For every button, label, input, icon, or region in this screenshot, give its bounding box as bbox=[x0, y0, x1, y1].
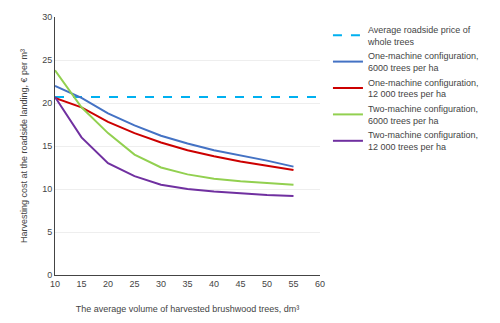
svg-text:20: 20 bbox=[42, 98, 52, 108]
svg-text:10: 10 bbox=[42, 184, 52, 194]
svg-text:Two-machine configuration,6000: Two-machine configuration,6000 trees per… bbox=[368, 104, 478, 126]
svg-text:45: 45 bbox=[235, 279, 245, 289]
svg-text:15: 15 bbox=[42, 141, 52, 151]
svg-text:20: 20 bbox=[103, 279, 113, 289]
svg-text:One-machine configuration,6000: One-machine configuration,6000 trees per… bbox=[368, 51, 479, 73]
svg-text:55: 55 bbox=[288, 279, 298, 289]
svg-text:One-machine configuration,12 0: One-machine configuration,12 000 trees p… bbox=[368, 78, 479, 100]
svg-text:5: 5 bbox=[47, 227, 52, 237]
svg-text:50: 50 bbox=[262, 279, 272, 289]
svg-text:0: 0 bbox=[47, 270, 52, 280]
svg-text:30: 30 bbox=[42, 12, 52, 22]
svg-text:60: 60 bbox=[315, 279, 325, 289]
svg-text:Harvesting cost at the roadsid: Harvesting cost at the roadside landing,… bbox=[19, 49, 29, 243]
svg-text:35: 35 bbox=[182, 279, 192, 289]
svg-text:Average roadside price ofwhole: Average roadside price ofwhole trees bbox=[367, 25, 471, 47]
svg-text:Two-machine configuration,12 0: Two-machine configuration,12 000 trees p… bbox=[368, 130, 478, 152]
svg-text:25: 25 bbox=[129, 279, 139, 289]
svg-text:The average volume of harveste: The average volume of harvested brushwoo… bbox=[76, 304, 300, 314]
svg-text:40: 40 bbox=[209, 279, 219, 289]
svg-text:25: 25 bbox=[42, 55, 52, 65]
svg-text:30: 30 bbox=[156, 279, 166, 289]
svg-text:10: 10 bbox=[50, 279, 60, 289]
svg-text:15: 15 bbox=[76, 279, 86, 289]
